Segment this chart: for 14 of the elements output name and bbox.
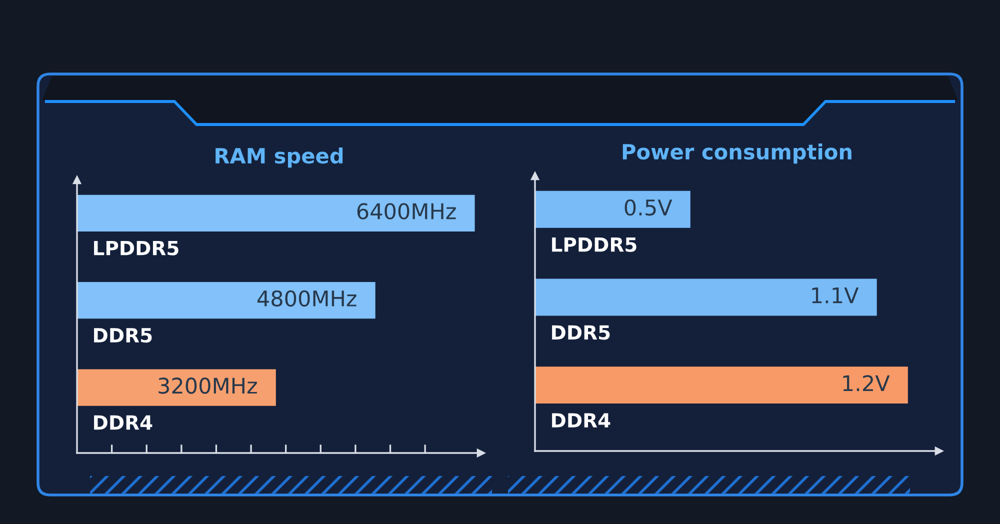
data-label: 6400MHz: [357, 203, 456, 220]
data-label: 1.2V: [843, 375, 890, 392]
y-tick-label: DDR4: [94, 415, 152, 430]
y-tick-label: DDR4: [552, 413, 610, 428]
y-tick-label: LPDDR5: [94, 240, 178, 256]
data-label: 0.5V: [624, 199, 672, 216]
y-tick-label: LPDDR5: [552, 237, 636, 252]
y-tick-label: DDR5: [94, 328, 152, 343]
data-label: 4800MHz: [257, 290, 356, 307]
chart-title: Power consumption: [622, 144, 852, 164]
data-label: 1.1V: [812, 287, 859, 304]
chart-title: RAM speed: [216, 148, 343, 168]
y-tick-label: DDR5: [552, 325, 610, 340]
data-label: 3200MHz: [158, 378, 257, 394]
